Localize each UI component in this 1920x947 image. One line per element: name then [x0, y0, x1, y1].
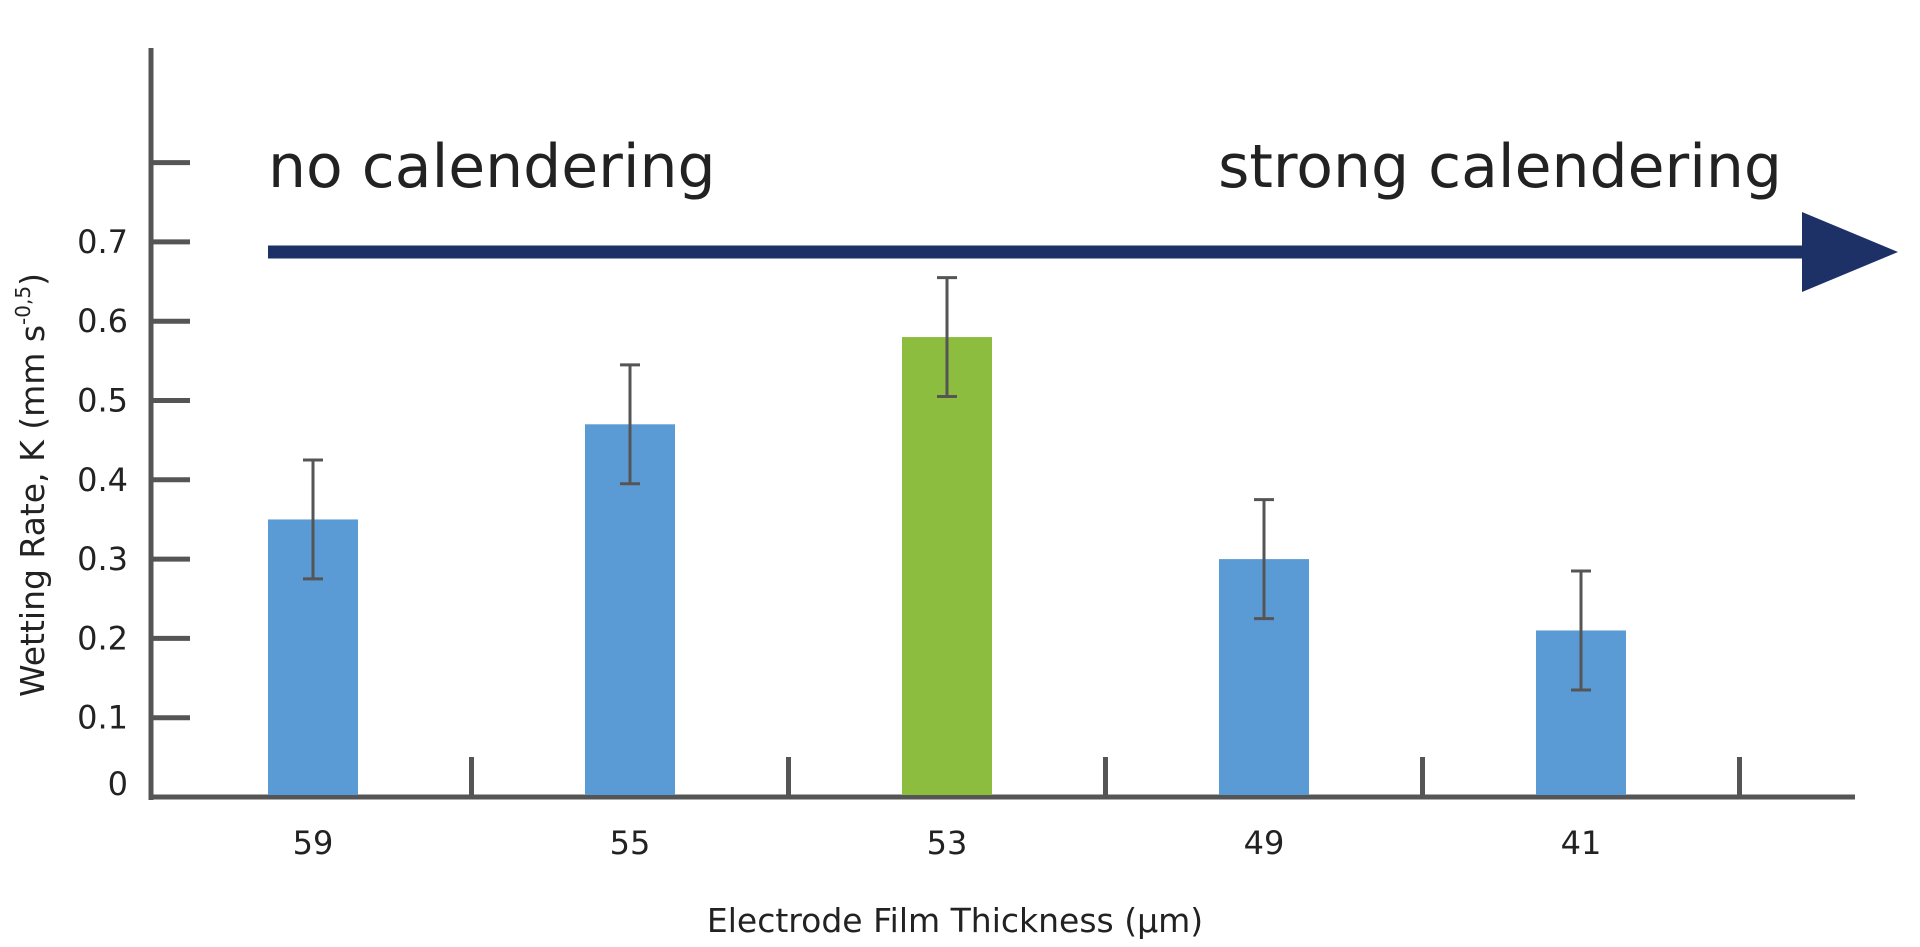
y-tick-label: 0 — [108, 765, 128, 803]
y-tick-label: 0.1 — [77, 699, 128, 737]
strong-calendering-label: strong calendering — [1218, 132, 1782, 202]
y-axis-title-end: ) — [13, 273, 52, 286]
x-tick-label-53: 53 — [927, 824, 968, 862]
bar-53 — [902, 337, 992, 795]
error-bars — [303, 276, 1591, 692]
bars — [268, 337, 1626, 795]
x-axis-title: Electrode Film Thickness (µm) — [707, 901, 1203, 940]
y-ticks: 0 0.1 0.2 0.3 0.4 0.5 0.6 0.7 — [77, 160, 190, 803]
y-tick-label: 0.7 — [77, 223, 128, 261]
x-tick-label-59: 59 — [293, 824, 334, 862]
bar-55 — [585, 424, 675, 795]
x-tick-separators — [469, 757, 1742, 797]
x-tick-labels: 59 55 53 49 41 — [293, 824, 1602, 862]
y-axis-title-main: Wetting Rate, K (mm s — [13, 325, 52, 697]
y-tick-label: 0.5 — [77, 382, 128, 420]
y-tick-label: 0.4 — [77, 461, 128, 499]
x-tick-label-41: 41 — [1561, 824, 1602, 862]
y-tick-label: 0.3 — [77, 540, 128, 578]
calendering-arrow-head — [1802, 212, 1898, 292]
y-tick-label: 0.6 — [77, 302, 128, 340]
x-tick-label-55: 55 — [610, 824, 651, 862]
no-calendering-label: no calendering — [268, 132, 716, 202]
y-tick-label: 0.2 — [77, 619, 128, 657]
y-axis-title-superscript: -0,5 — [11, 286, 35, 325]
y-axis-title: Wetting Rate, K (mm s-0,5) — [11, 273, 52, 697]
x-tick-label-49: 49 — [1244, 824, 1285, 862]
